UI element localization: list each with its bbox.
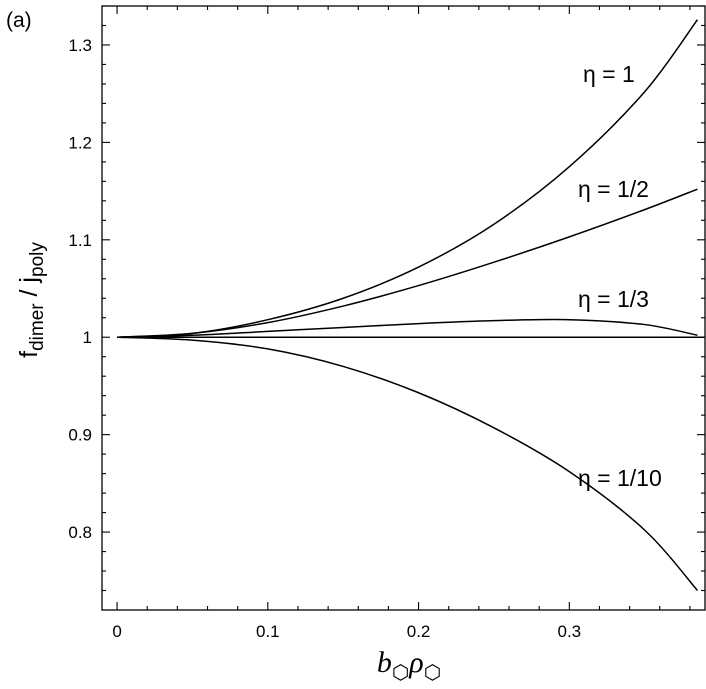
- tick-group: 0 0.1 0.2 0.3 0.8 0.9 1 1.1 1.2 1.3: [68, 5, 705, 641]
- y-tick-label: 1.1: [68, 231, 92, 250]
- y-tick-label: 1: [83, 328, 92, 347]
- panel-label: (a): [6, 9, 32, 32]
- y-label-slash: /: [15, 283, 43, 304]
- curve-label-eta-1-3: η = 1/3: [578, 286, 649, 312]
- x-label-rho-sub: ⬡: [424, 662, 441, 684]
- y-tick-label: 1.3: [68, 36, 92, 55]
- y-axis-label: fdimer / jpoly: [15, 242, 48, 358]
- x-tick-label: 0.3: [558, 622, 582, 641]
- plot-frame: [101, 5, 706, 611]
- curve-eta-1-3: [117, 318, 698, 338]
- y-tick-label: 0.9: [68, 426, 92, 445]
- x-tick-label: 0.1: [256, 622, 280, 641]
- curve-label-eta-1-2: η = 1/2: [578, 176, 649, 202]
- x-tick-label: 0.2: [407, 622, 431, 641]
- y-label-f-sub: dimer: [27, 303, 48, 351]
- x-axis-label: b⬡ρ⬡: [377, 646, 441, 684]
- x-label-rho: ρ: [408, 646, 423, 679]
- x-label-b-sub: ⬡: [392, 662, 409, 684]
- x-tick-label: 0: [112, 622, 121, 641]
- curve-eta-1: [117, 19, 699, 338]
- y-tick-label: 1.2: [68, 133, 92, 152]
- curve-label-eta-1-10: η = 1/10: [578, 465, 662, 491]
- curve-label-eta-1: η = 1: [583, 61, 635, 87]
- y-tick-label: 0.8: [68, 523, 92, 542]
- y-label-j-sub: poly: [27, 242, 48, 277]
- x-label-b: b: [377, 646, 392, 679]
- y-label-f: f: [15, 351, 43, 358]
- curve-eta-1-10: [117, 336, 699, 592]
- curve-eta-1-2: [117, 188, 698, 338]
- y-label-j: j: [15, 277, 43, 284]
- curve-group: [117, 19, 699, 592]
